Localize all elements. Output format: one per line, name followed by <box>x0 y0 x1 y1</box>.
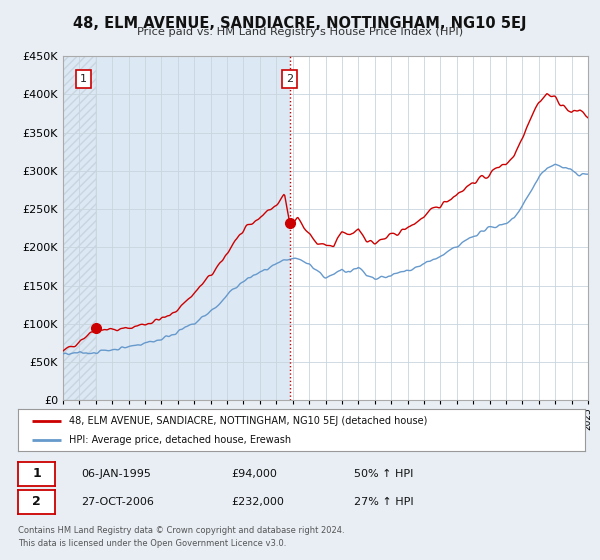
Text: 27-OCT-2006: 27-OCT-2006 <box>81 497 154 507</box>
Text: 48, ELM AVENUE, SANDIACRE, NOTTINGHAM, NG10 5EJ (detached house): 48, ELM AVENUE, SANDIACRE, NOTTINGHAM, N… <box>69 416 427 426</box>
Text: HPI: Average price, detached house, Erewash: HPI: Average price, detached house, Erew… <box>69 435 291 445</box>
Text: 27% ↑ HPI: 27% ↑ HPI <box>354 497 413 507</box>
Text: 2: 2 <box>32 495 41 508</box>
Text: £232,000: £232,000 <box>231 497 284 507</box>
Text: 48, ELM AVENUE, SANDIACRE, NOTTINGHAM, NG10 5EJ: 48, ELM AVENUE, SANDIACRE, NOTTINGHAM, N… <box>73 16 527 31</box>
Text: 1: 1 <box>80 74 86 84</box>
Text: £94,000: £94,000 <box>231 469 277 479</box>
Text: 06-JAN-1995: 06-JAN-1995 <box>81 469 151 479</box>
Text: 2: 2 <box>286 74 293 84</box>
Text: Price paid vs. HM Land Registry's House Price Index (HPI): Price paid vs. HM Land Registry's House … <box>137 27 463 37</box>
Text: 1: 1 <box>32 467 41 480</box>
Bar <box>97 56 290 400</box>
Bar <box>63 56 97 400</box>
Text: Contains HM Land Registry data © Crown copyright and database right 2024.
This d: Contains HM Land Registry data © Crown c… <box>18 526 344 548</box>
Bar <box>63 56 97 400</box>
Text: 50% ↑ HPI: 50% ↑ HPI <box>354 469 413 479</box>
